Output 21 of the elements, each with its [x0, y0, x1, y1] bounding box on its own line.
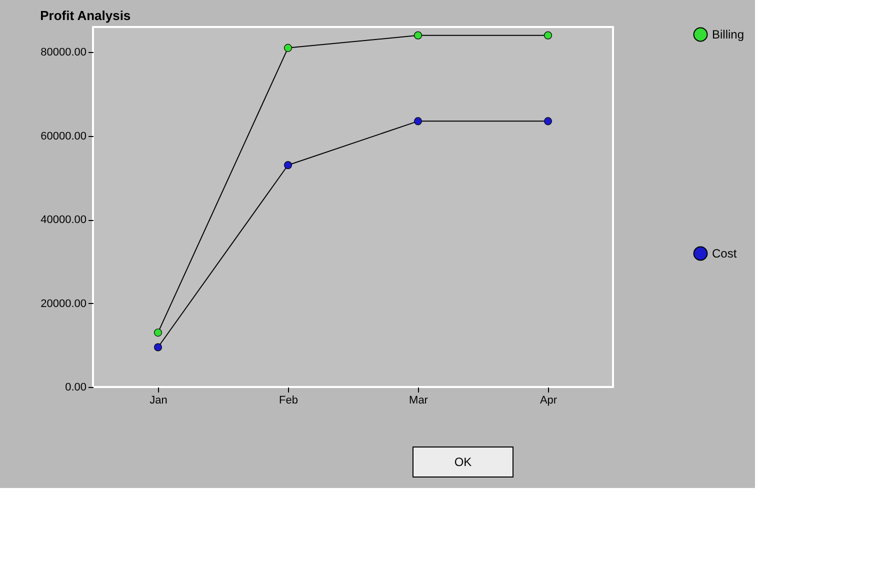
point	[414, 31, 422, 40]
point	[154, 343, 162, 352]
point	[284, 161, 292, 170]
x-tick-label: Jan	[150, 394, 168, 406]
chart-title: Profit Analysis	[40, 8, 131, 23]
y-tick-label: 60000.00	[40, 130, 86, 142]
y-tick-label: 80000.00	[40, 46, 86, 59]
x-tick-label: Apr	[540, 394, 558, 406]
y-tick-label: 40000.00	[40, 214, 86, 226]
text: OK	[454, 455, 472, 469]
legend-label: Cost	[712, 246, 738, 260]
x-tick-label: Mar	[409, 394, 428, 406]
point	[544, 117, 552, 126]
point	[154, 328, 162, 337]
x-tick-label: Feb	[279, 394, 298, 406]
y-tick-label: 0.00	[65, 382, 86, 394]
point	[544, 31, 552, 40]
y-tick-label: 20000.00	[40, 298, 86, 310]
point	[414, 117, 422, 126]
point	[284, 44, 292, 52]
legend-label: Billing	[712, 28, 744, 42]
